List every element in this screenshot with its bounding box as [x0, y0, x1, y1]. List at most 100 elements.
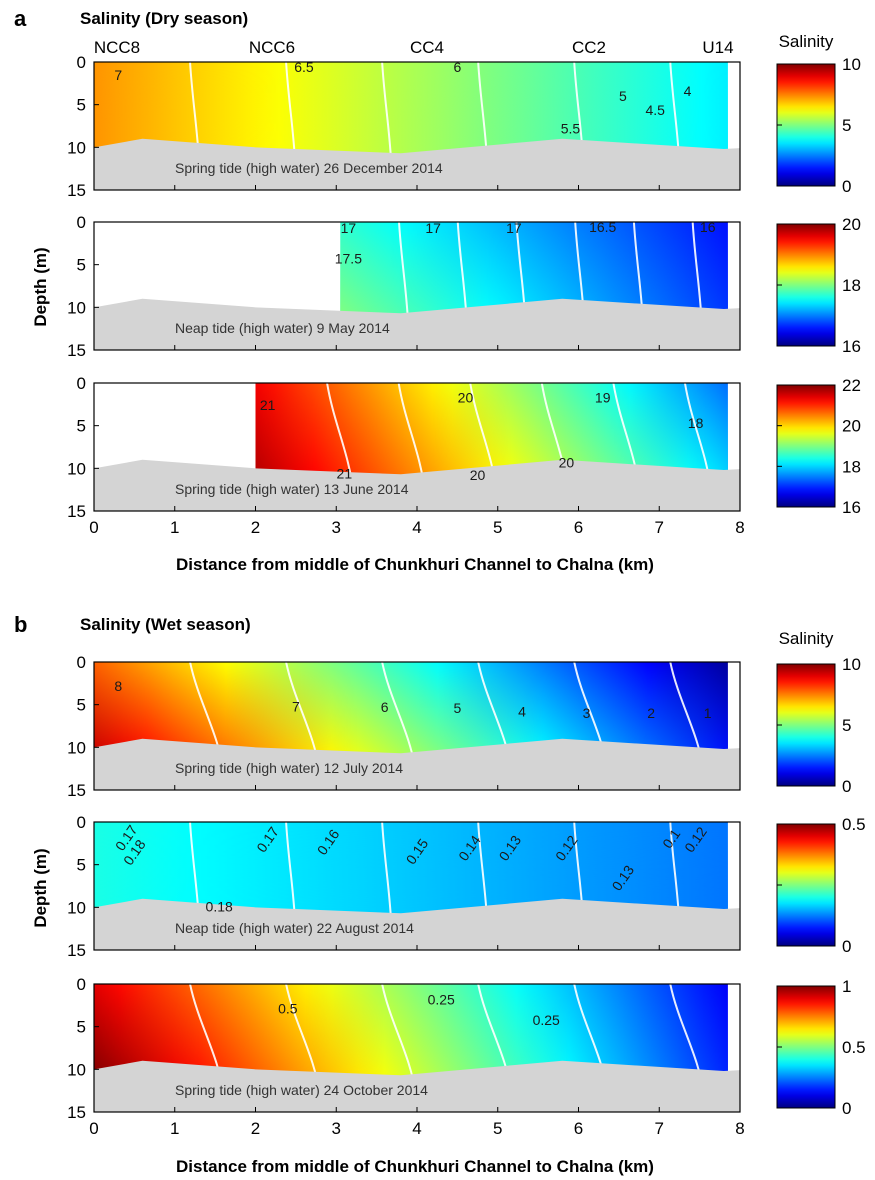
- x-tick-label: 2: [251, 1119, 260, 1138]
- y-tick-label: 5: [77, 417, 86, 436]
- y-tick-label: 0: [77, 213, 86, 232]
- colorbar-tick-label: 22: [842, 376, 861, 395]
- x-tick-label: 5: [493, 1119, 502, 1138]
- colorbar-tick-label: 20: [842, 417, 861, 436]
- x-tick-label: 3: [332, 518, 341, 537]
- seabed-area: [94, 898, 740, 950]
- station-label-u14: U14: [702, 38, 733, 57]
- colorbar-tick-label: 18: [842, 457, 861, 476]
- colorbar: [776, 63, 836, 187]
- contour-label: 21: [260, 397, 276, 413]
- contour-label: 17.5: [335, 251, 362, 267]
- y-tick-label: 15: [67, 181, 86, 200]
- contour-label: 6: [453, 59, 461, 75]
- panel-title: Spring tide (high water) 26 December 201…: [175, 160, 443, 176]
- colorbar-tick-label: 16: [842, 337, 861, 356]
- contour-label: 8: [114, 678, 122, 694]
- colorbar-tick-label: 5: [842, 716, 851, 735]
- contour-label: 0.18: [206, 898, 233, 914]
- salinity-panel-1: 7 6.5 6 5.5 5 4.5 4 Spring tide (high water) 26…: [67, 53, 861, 200]
- contour-label: 5: [453, 700, 461, 716]
- colorbar-tick-label: 18: [842, 276, 861, 295]
- colorbar-tick-label: 0: [842, 937, 851, 956]
- colorbar-title-b: Salinity: [779, 629, 834, 648]
- depth-axis-label-b: Depth (m): [31, 848, 50, 927]
- contour-label: 7: [292, 698, 300, 714]
- y-tick-label: 5: [77, 696, 86, 715]
- seabed-area: [94, 138, 740, 190]
- seabed-area: [94, 738, 740, 790]
- station-label-ncc8: NCC8: [94, 38, 140, 57]
- colorbar: [776, 384, 836, 508]
- contour-label: 6: [381, 699, 389, 715]
- y-tick-label: 10: [67, 298, 86, 317]
- station-label-cc4: CC4: [410, 38, 444, 57]
- salinity-panel-6: 0.5 0.25 0.25 Spring tide (high water) 24 O…: [67, 975, 866, 1138]
- x-tick-label: 5: [493, 518, 502, 537]
- colorbar-tick-label: 10: [842, 655, 861, 674]
- contour-label: 6.5: [294, 59, 314, 75]
- contour-label: 17: [506, 220, 522, 236]
- contour-label: 20: [559, 454, 575, 470]
- y-tick-label: 5: [77, 256, 86, 275]
- y-tick-label: 15: [67, 781, 86, 800]
- y-tick-label: 10: [67, 1060, 86, 1079]
- y-tick-label: 10: [67, 138, 86, 157]
- contour-label: 20: [470, 467, 486, 483]
- x-tick-label: 2: [251, 518, 260, 537]
- colorbar-tick-label: 5: [842, 116, 851, 135]
- colorbar-tick-label: 10: [842, 55, 861, 74]
- salinity-panel-5: 0.170.18 0.17 0.16 0.15 0.14 0.13 0.120.130.12…: [67, 813, 866, 960]
- seabed-area: [94, 298, 740, 350]
- colorbar-tick-label: 0: [842, 177, 851, 196]
- colorbar: [776, 823, 836, 947]
- section-b-letter: b: [14, 612, 27, 637]
- contour-label: 4: [684, 83, 692, 99]
- panel-title: Neap tide (high water) 22 August 2014: [175, 920, 414, 936]
- panel-title: Spring tide (high water) 12 July 2014: [175, 760, 403, 776]
- colorbar: [776, 223, 836, 347]
- contour-label: 3: [583, 705, 591, 721]
- salinity-panel-4: 8 7 6 5 4 3 2 1 Spring tide (high water) 12 July…: [67, 653, 861, 800]
- y-tick-label: 0: [77, 813, 86, 832]
- colorbar-tick-label: 0: [842, 777, 851, 796]
- section-a-letter: a: [14, 6, 27, 31]
- y-tick-label: 10: [67, 738, 86, 757]
- y-tick-label: 0: [77, 53, 86, 72]
- contour-label: 19: [595, 390, 611, 406]
- x-tick-label: 0: [89, 1119, 98, 1138]
- station-label-ncc6: NCC6: [249, 38, 295, 57]
- contour-label: 17: [341, 220, 357, 236]
- contour-label: 21: [337, 465, 353, 481]
- colorbar-tick-label: 0.5: [842, 815, 866, 834]
- x-tick-label: 4: [412, 518, 421, 537]
- x-tick-label: 6: [574, 518, 583, 537]
- contour-label: 0.25: [533, 1012, 560, 1028]
- x-tick-label: 7: [655, 1119, 664, 1138]
- colorbar-tick-label: 1: [842, 977, 851, 996]
- y-tick-label: 0: [77, 975, 86, 994]
- panel-title: Neap tide (high water) 9 May 2014: [175, 320, 390, 336]
- panels: 7 6.5 6 5.5 5 4.5 4 Spring tide (high water) 26…: [67, 53, 866, 1138]
- contour-label: 16.5: [589, 219, 616, 235]
- contour-label: 17: [425, 220, 441, 236]
- panel-title: Spring tide (high water) 24 October 2014: [175, 1082, 428, 1098]
- contour-label: 4.5: [645, 102, 665, 118]
- y-tick-label: 5: [77, 96, 86, 115]
- contour-label: 7: [114, 67, 122, 83]
- x-tick-label: 3: [332, 1119, 341, 1138]
- section-b-title: Salinity (Wet season): [80, 615, 251, 634]
- x-tick-label: 0: [89, 518, 98, 537]
- y-tick-label: 5: [77, 1018, 86, 1037]
- x-tick-label: 1: [170, 518, 179, 537]
- contour-label: 20: [458, 390, 474, 406]
- panel-title: Spring tide (high water) 13 June 2014: [175, 481, 409, 497]
- x-tick-label: 8: [735, 1119, 744, 1138]
- x-tick-label: 7: [655, 518, 664, 537]
- seabed-area: [94, 459, 740, 511]
- depth-axis-label-a: Depth (m): [31, 247, 50, 326]
- salinity-panel-2: 17 17 17 16.5 16 17.5 Neap tide (high water) 9…: [67, 213, 861, 360]
- contour-label: 0.25: [428, 991, 455, 1007]
